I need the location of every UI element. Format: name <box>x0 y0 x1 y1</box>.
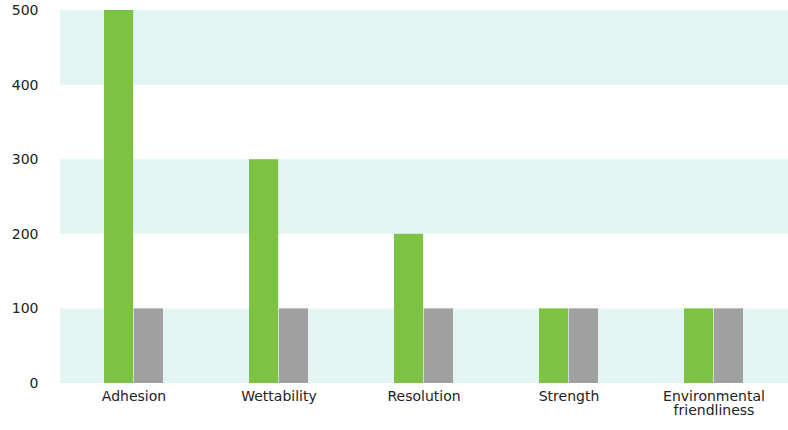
svg-text:400: 400 <box>12 77 39 93</box>
svg-text:Resolution: Resolution <box>387 388 460 404</box>
svg-text:500: 500 <box>12 2 39 18</box>
svg-text:0: 0 <box>30 375 39 391</box>
svg-text:Environmentalfriendliness: Environmentalfriendliness <box>663 388 765 418</box>
svg-text:Adhesion: Adhesion <box>102 388 166 404</box>
svg-text:Strength: Strength <box>539 388 600 404</box>
svg-text:300: 300 <box>12 151 39 167</box>
svg-text:200: 200 <box>12 226 39 242</box>
svg-text:Wettability: Wettability <box>241 388 317 404</box>
svg-text:100: 100 <box>12 300 39 316</box>
